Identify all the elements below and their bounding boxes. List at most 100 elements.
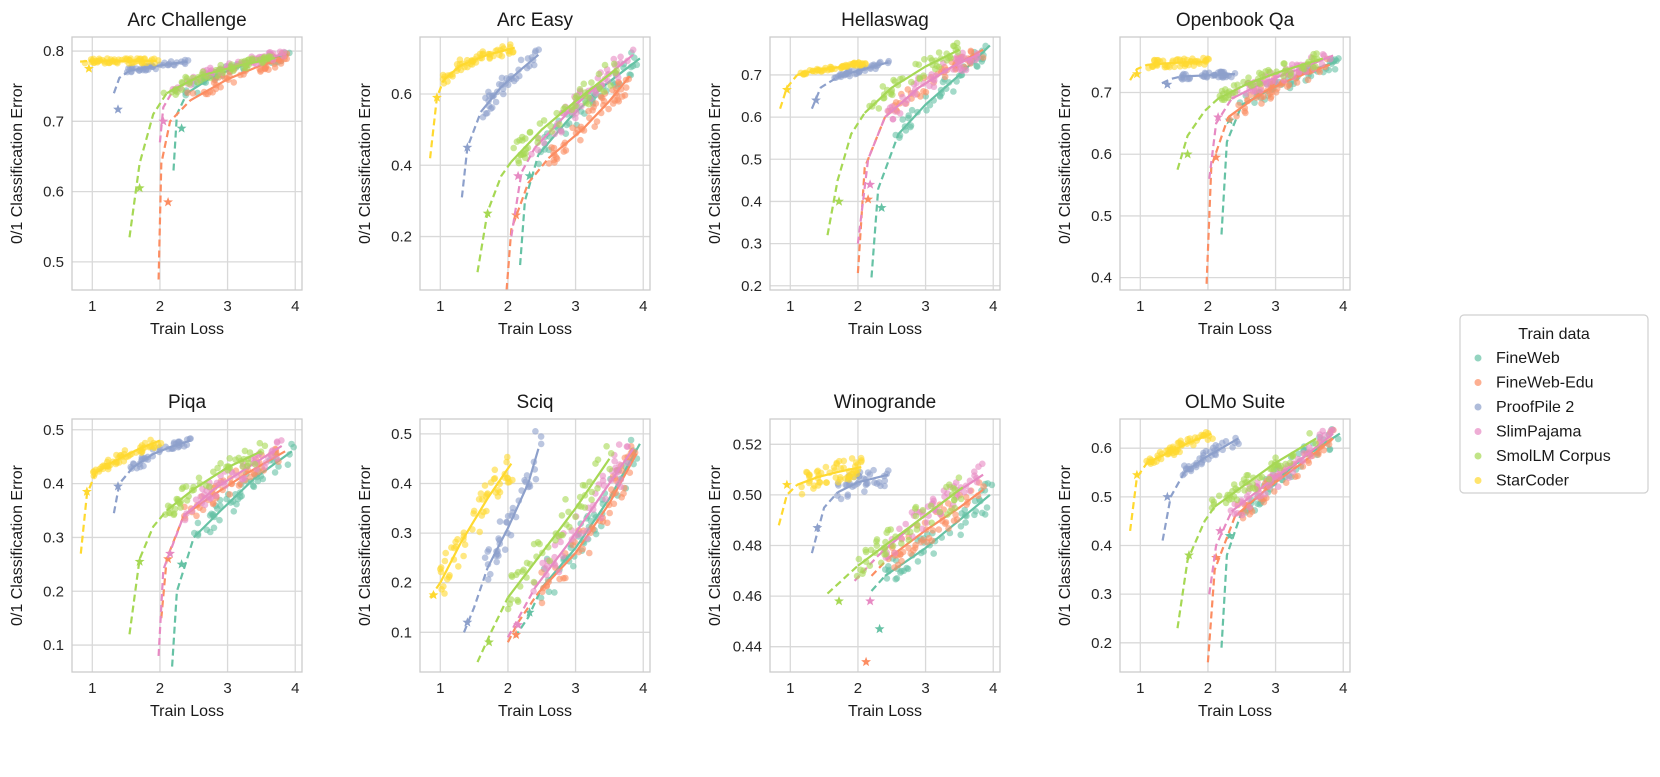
data-point bbox=[962, 493, 970, 501]
data-point bbox=[562, 496, 569, 503]
data-point bbox=[922, 88, 930, 96]
data-point bbox=[481, 554, 489, 561]
y-axis-label: 0/1 Classification Error bbox=[1057, 464, 1074, 626]
data-point bbox=[510, 144, 517, 152]
data-point bbox=[136, 463, 144, 471]
data-point bbox=[891, 564, 898, 571]
plot-frame bbox=[1119, 36, 1351, 291]
data-point bbox=[236, 493, 244, 501]
data-point bbox=[1306, 430, 1313, 437]
x-axis-label: Train Loss bbox=[1198, 321, 1272, 338]
data-point bbox=[275, 463, 282, 470]
data-point bbox=[1286, 459, 1294, 467]
x-axis-label: Train Loss bbox=[498, 321, 572, 338]
data-point bbox=[957, 495, 965, 503]
x-tick-label: 4 bbox=[989, 298, 997, 315]
plot-frame bbox=[71, 418, 303, 673]
data-point bbox=[1241, 487, 1248, 494]
legend-marker bbox=[1474, 403, 1482, 411]
chart-panel: 1 2 3 4 0.2 0.4 0.6 Arc Easy Train Loss 0/1 Class… bbox=[357, 10, 651, 338]
data-point bbox=[491, 466, 499, 474]
data-point bbox=[280, 48, 288, 56]
chart-title: Piqa bbox=[168, 392, 206, 413]
data-point bbox=[515, 157, 522, 164]
series-starcoder bbox=[1129, 54, 1212, 81]
data-point bbox=[194, 519, 202, 527]
data-point bbox=[207, 64, 214, 72]
star-marker bbox=[1132, 68, 1142, 79]
series-proofpile-2 bbox=[462, 428, 545, 633]
data-point bbox=[862, 546, 869, 554]
data-point bbox=[230, 508, 238, 515]
data-point bbox=[548, 128, 556, 135]
data-point bbox=[840, 457, 848, 465]
x-tick-label: 1 bbox=[436, 680, 444, 697]
data-point bbox=[912, 503, 920, 511]
data-point bbox=[603, 443, 610, 450]
star-marker bbox=[1182, 149, 1193, 159]
x-tick-label: 2 bbox=[854, 680, 862, 697]
star-marker bbox=[524, 170, 535, 181]
star-marker bbox=[782, 84, 792, 94]
data-point bbox=[1258, 100, 1265, 107]
fit-line-dashed bbox=[1161, 471, 1186, 541]
data-point bbox=[147, 436, 154, 444]
data-point bbox=[201, 501, 209, 509]
data-point bbox=[551, 589, 558, 596]
data-point bbox=[507, 531, 515, 539]
x-tick-label: 1 bbox=[786, 298, 794, 315]
plot-frame bbox=[769, 418, 1001, 673]
data-point bbox=[905, 114, 912, 122]
data-point bbox=[519, 568, 526, 575]
data-point bbox=[261, 442, 269, 450]
data-point bbox=[896, 110, 904, 117]
star-marker bbox=[513, 170, 523, 181]
fit-line-dashed bbox=[1129, 462, 1149, 532]
data-point bbox=[501, 546, 509, 553]
fit-line-dashed bbox=[157, 515, 185, 656]
y-tick-label: 0.5 bbox=[391, 426, 412, 443]
data-point bbox=[898, 557, 905, 565]
data-point bbox=[522, 135, 529, 142]
data-point bbox=[513, 138, 521, 145]
chart-panel: 1 2 3 4 0.1 0.2 0.3 0.4 0.5 Sciq Train Loss 0/1 Cla… bbox=[357, 392, 651, 720]
fit-line-dashed bbox=[462, 567, 489, 633]
star-marker bbox=[1162, 491, 1173, 502]
data-point bbox=[1300, 65, 1308, 73]
data-point bbox=[898, 540, 905, 547]
data-point bbox=[487, 105, 495, 112]
star-marker bbox=[484, 637, 494, 647]
data-point bbox=[611, 97, 618, 104]
series-smollm-corpus bbox=[826, 474, 965, 606]
data-point bbox=[545, 160, 553, 167]
data-point bbox=[241, 447, 249, 455]
data-point bbox=[1274, 483, 1282, 491]
data-point bbox=[256, 439, 264, 447]
star-marker bbox=[1184, 550, 1194, 560]
data-point bbox=[165, 509, 172, 517]
x-tick-label: 1 bbox=[436, 298, 444, 315]
x-axis-label: Train Loss bbox=[848, 321, 922, 338]
data-point bbox=[210, 79, 218, 87]
data-point bbox=[1267, 93, 1275, 101]
data-point bbox=[971, 472, 978, 480]
data-point bbox=[1318, 60, 1326, 68]
fit-line-dashed bbox=[429, 79, 445, 159]
data-point bbox=[592, 460, 599, 467]
data-point bbox=[935, 526, 943, 533]
data-point bbox=[262, 459, 270, 466]
y-axis-label: 0/1 Classification Error bbox=[9, 464, 26, 626]
data-point bbox=[1289, 453, 1296, 460]
fit-line-solid bbox=[193, 450, 293, 539]
data-point bbox=[907, 528, 914, 536]
data-point bbox=[1262, 68, 1269, 75]
data-point bbox=[859, 570, 866, 577]
data-point bbox=[1335, 55, 1342, 62]
data-point bbox=[214, 464, 221, 472]
data-point bbox=[578, 503, 585, 510]
x-tick-label: 4 bbox=[989, 680, 997, 697]
fit-line-dashed bbox=[128, 509, 168, 635]
star-marker bbox=[811, 95, 821, 105]
chart-panel: 1 2 3 4 0.4 0.5 0.6 0.7 Openbook Qa Train Loss 0/1… bbox=[1057, 10, 1351, 338]
data-point bbox=[460, 552, 467, 560]
